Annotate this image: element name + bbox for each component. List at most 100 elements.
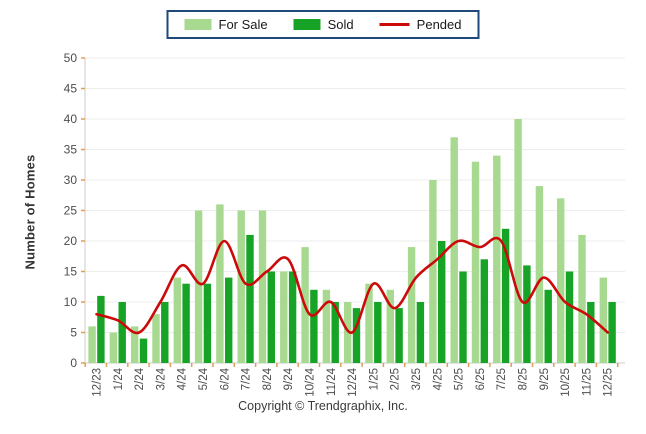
pended-line [95, 236, 609, 335]
y-tick-label: 30 [64, 173, 78, 187]
bar-sold [331, 302, 339, 363]
bar-sold [267, 271, 275, 363]
legend: For Sale Sold Pended [166, 10, 480, 39]
bar-for-sale [514, 119, 522, 363]
bar-for-sale [407, 247, 416, 363]
x-tick-label: 8/24 [262, 367, 274, 390]
bar-for-sale [344, 302, 352, 363]
bar-sold [416, 302, 425, 363]
x-tick-label: 9/24 [283, 367, 295, 390]
bar-sold [565, 271, 574, 363]
bar-sold [161, 302, 169, 363]
x-tick-label: 11/25 [581, 368, 593, 396]
x-tick-label: 6/24 [219, 367, 231, 390]
pended-line-swatch-icon [379, 23, 410, 26]
bar-sold [480, 259, 488, 363]
bar-sold [118, 302, 126, 363]
bar-for-sale [578, 234, 586, 363]
x-tick-label: 3/25 [411, 368, 423, 390]
y-axis-title: Number of Homes [22, 154, 38, 270]
x-tick-label: 5/25 [454, 368, 466, 390]
bar-for-sale [365, 283, 373, 363]
bar-for-sale [237, 210, 245, 363]
bar-sold [225, 277, 233, 363]
bar-for-sale [450, 137, 458, 363]
x-tick-label: 12/23 [92, 368, 104, 397]
y-tick-label: 35 [64, 143, 78, 157]
bar-sold [544, 289, 552, 363]
bar-for-sale [493, 155, 501, 363]
x-tick-label: 10/25 [560, 368, 572, 397]
bar-sold [459, 271, 467, 363]
y-tick-label: 10 [64, 295, 78, 309]
bar-sold [288, 271, 297, 363]
bar-sold [374, 302, 382, 363]
bar-for-sale [152, 314, 160, 363]
bar-for-sale [109, 332, 118, 363]
x-tick-label: 4/25 [432, 368, 444, 390]
x-tick-label: 1/25 [368, 368, 380, 390]
y-tick-label: 5 [70, 326, 77, 340]
bar-sold [246, 234, 254, 363]
bar-for-sale [258, 210, 267, 363]
sold-swatch-icon [293, 19, 321, 30]
x-tick-label: 12/25 [603, 368, 615, 397]
bar-for-sale [471, 161, 480, 363]
copyright-text: Copyright © Trendgraphix, Inc. [238, 399, 408, 413]
bar-for-sale [131, 326, 139, 363]
bar-for-sale [429, 180, 437, 363]
bar-for-sale [386, 289, 394, 363]
bar-sold [587, 302, 595, 363]
bar-sold [608, 302, 616, 363]
x-tick-label: 11/24 [326, 367, 338, 396]
bar-sold [395, 308, 403, 363]
legend-label-sold: Sold [327, 17, 354, 32]
y-tick-label: 40 [64, 112, 78, 126]
bar-sold [438, 241, 446, 363]
x-tick-label: 10/24 [305, 367, 317, 396]
bar-sold [501, 228, 510, 363]
bar-for-sale [88, 326, 96, 363]
x-tick-label: 2/25 [390, 368, 402, 390]
x-tick-label: 4/24 [177, 367, 189, 390]
x-tick-label: 7/24 [241, 367, 253, 390]
bar-sold [352, 308, 361, 363]
bar-for-sale [173, 277, 181, 363]
bar-sold [203, 283, 212, 363]
y-tick-label: 45 [64, 82, 78, 96]
bar-sold [139, 338, 148, 363]
legend-item-for-sale: For Sale [184, 17, 268, 32]
y-tick-label: 0 [70, 356, 77, 370]
x-tick-label: 3/24 [155, 367, 167, 390]
legend-label-for-sale: For Sale [218, 17, 268, 32]
bar-sold [97, 295, 105, 363]
bar-for-sale [557, 198, 565, 363]
bar-sold [523, 265, 531, 363]
legend-item-pended: Pended [379, 17, 462, 32]
legend-label-pended: Pended [416, 17, 462, 32]
y-tick-label: 20 [64, 234, 78, 248]
bar-sold [182, 283, 190, 363]
bar-for-sale [280, 271, 288, 363]
bar-for-sale [216, 204, 224, 363]
x-tick-label: 1/24 [113, 367, 125, 390]
for-sale-swatch-icon [184, 19, 212, 30]
legend-item-sold: Sold [293, 17, 354, 32]
y-tick-label: 25 [64, 204, 78, 218]
x-tick-label: 7/25 [496, 368, 508, 390]
bar-for-sale [194, 210, 203, 363]
x-tick-label: 9/25 [539, 368, 551, 390]
y-tick-label: 50 [64, 51, 78, 65]
y-tick-label: 15 [64, 265, 78, 279]
bar-for-sale [535, 186, 544, 363]
x-tick-label: 6/25 [475, 368, 487, 390]
x-tick-label: 5/24 [198, 367, 210, 390]
bar-sold [310, 289, 318, 363]
x-tick-label: 8/25 [518, 368, 530, 390]
bar-for-sale [599, 277, 607, 363]
x-tick-label: 2/24 [134, 367, 146, 390]
bar-for-sale [322, 289, 331, 363]
x-tick-label: 12/24 [347, 367, 359, 396]
